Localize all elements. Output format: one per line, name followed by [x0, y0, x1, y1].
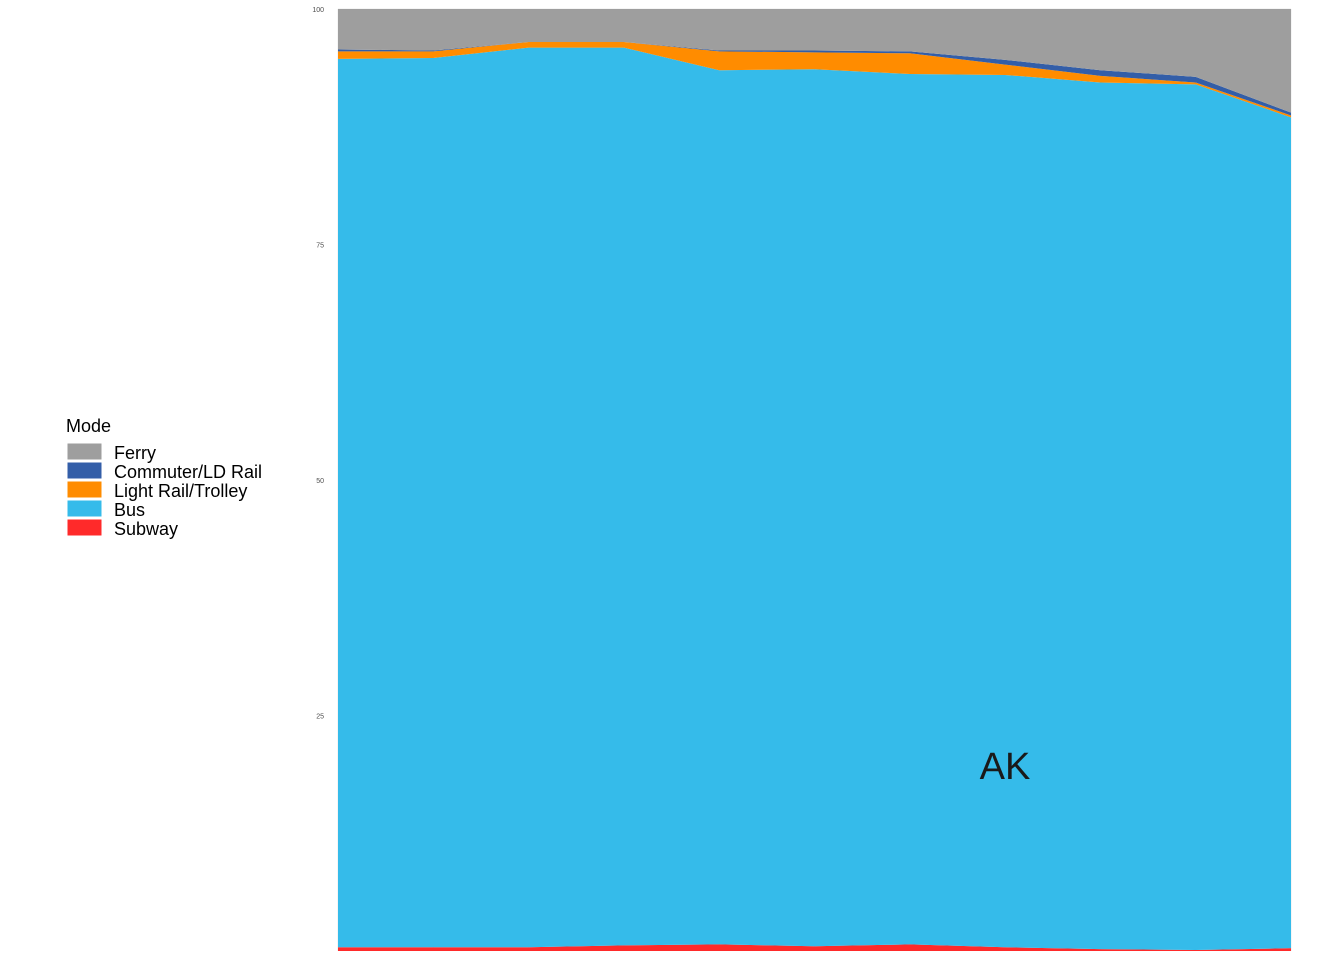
legend-swatch-commuter-ld-rail: [66, 461, 103, 480]
legend-label-ferry: Ferry: [114, 443, 156, 463]
legend-title: Mode: [66, 416, 111, 436]
legend-label-subway: Subway: [114, 519, 178, 539]
legend-swatch-light-rail-trolley: [66, 480, 103, 499]
legend-swatch-bus: [66, 499, 103, 518]
series-areas: [338, 9, 1291, 951]
area-light-rail-trolley: [338, 41, 1291, 118]
area-bus: [338, 47, 1291, 951]
legend-swatch-subway: [66, 518, 103, 537]
legend-label-commuter-ld-rail: Commuter/LD Rail: [114, 462, 262, 482]
chart-annotation: AK: [980, 746, 1031, 788]
y-axis-tick-labels: 25 50 75 100: [312, 7, 324, 721]
y-tick-label: 100: [312, 7, 324, 14]
legend-label-bus: Bus: [114, 500, 145, 520]
legend-label-light-rail-trolley: Light Rail/Trolley: [114, 481, 247, 501]
y-tick-label: 75: [316, 243, 324, 250]
y-tick-label: 50: [316, 478, 324, 485]
area-ferry: [338, 9, 1291, 113]
y-tick-label: 25: [316, 714, 324, 721]
area-subway: [338, 944, 1291, 951]
legend-swatch-ferry: [66, 442, 103, 461]
